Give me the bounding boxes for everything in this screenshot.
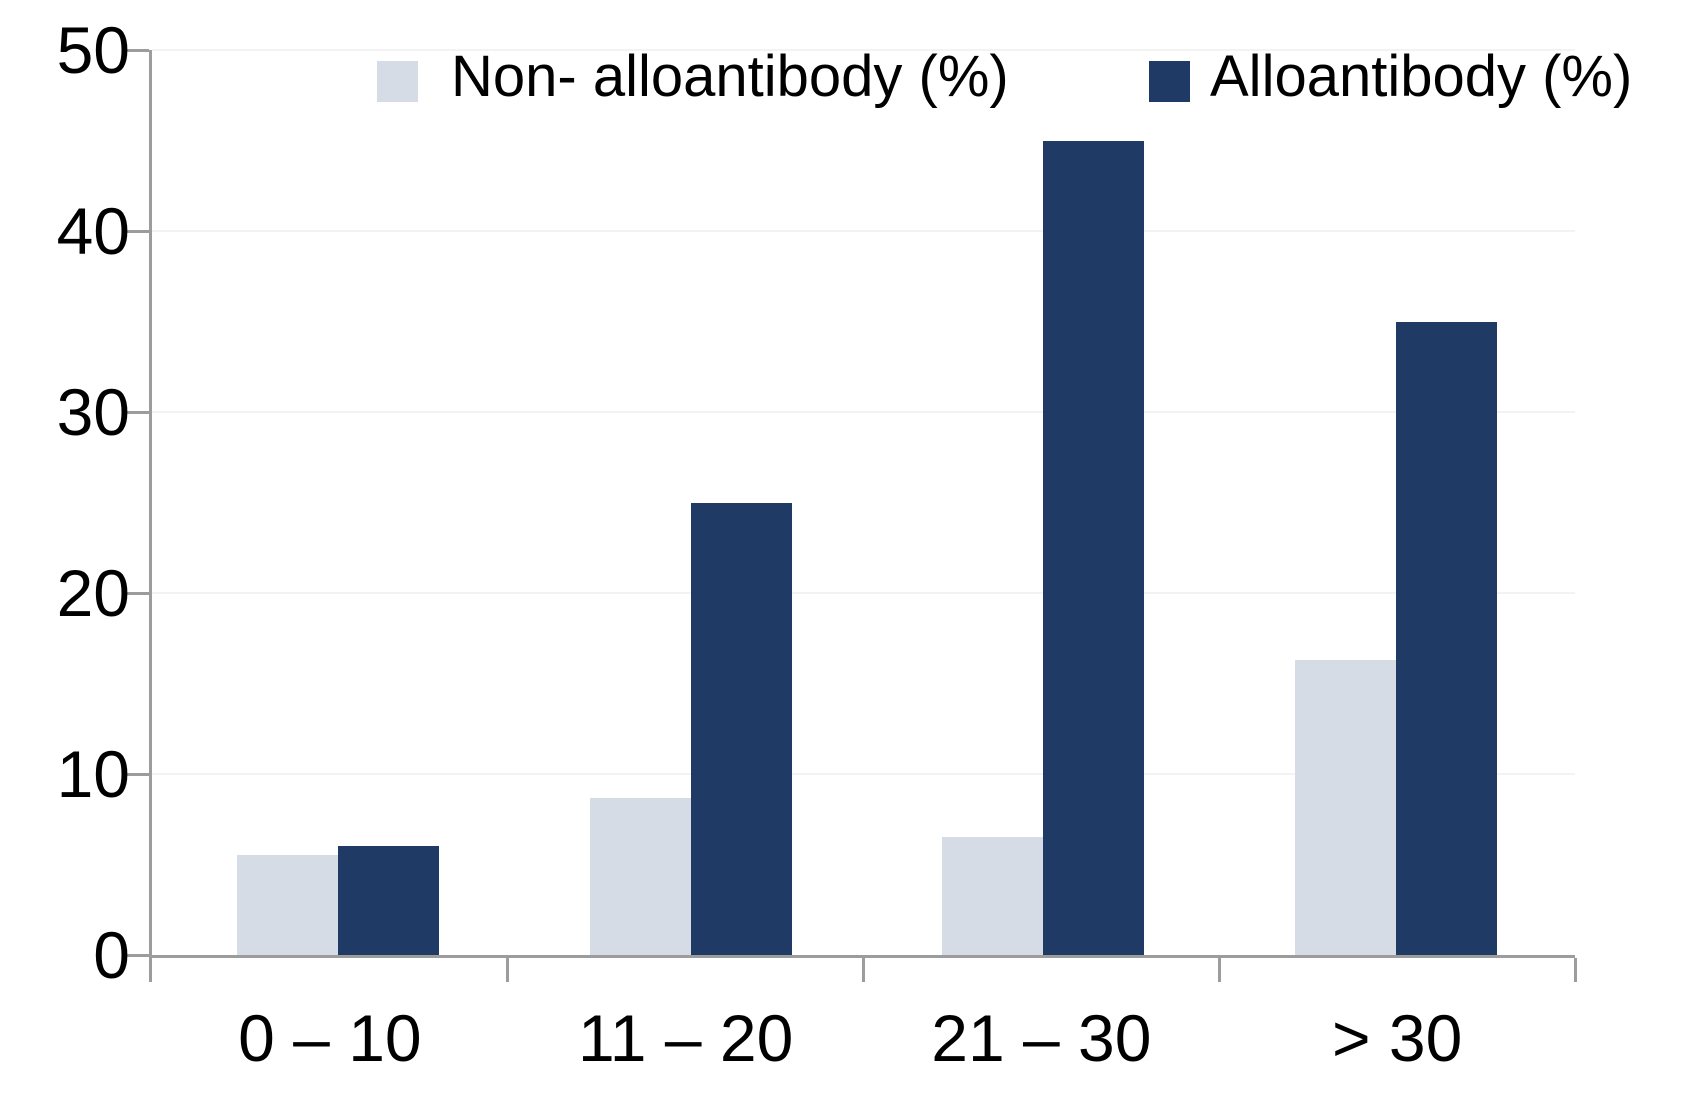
y-tick-label-30: 30 (56, 375, 130, 449)
x-axis-tick-3 (1217, 958, 1221, 982)
bar-alloantibody-2 (690, 502, 792, 955)
x-axis-tick-0 (149, 958, 152, 982)
legend-swatch-alloantibody (1149, 61, 1190, 102)
gridline-y-30 (152, 411, 1575, 413)
x-tick-label-2: 11 – 20 (577, 1001, 794, 1075)
y-axis-tick-10 (127, 773, 149, 776)
gridline-y-40 (152, 230, 1575, 232)
x-tick-label-4: > 30 (1331, 1001, 1463, 1075)
y-tick-label-40: 40 (56, 194, 130, 268)
y-tick-label-0: 0 (93, 918, 130, 992)
bar-non-alloantibody-4 (1295, 659, 1397, 955)
legend-label-alloantibody: Alloantibody (%) (1210, 44, 1633, 109)
x-axis-line (149, 955, 1575, 958)
bar-non-alloantibody-3 (942, 837, 1044, 955)
y-axis-tick-50 (127, 49, 149, 52)
bar-non-alloantibody-1 (237, 855, 338, 955)
bar-alloantibody-4 (1396, 321, 1498, 955)
x-axis-tick-4 (1573, 958, 1577, 982)
y-axis-tick-40 (127, 230, 149, 233)
bar-alloantibody-3 (1043, 140, 1145, 955)
legend-swatch-non-alloantibody (377, 61, 418, 102)
bar-alloantibody-1 (338, 846, 439, 955)
gridline-y-20 (152, 592, 1575, 594)
gridline-y-50 (152, 49, 1575, 51)
x-axis-tick-1 (506, 958, 510, 982)
legend-label-non-alloantibody: Non- alloantibody (%) (451, 44, 1009, 109)
plot-area (127, 49, 1577, 982)
y-axis-tick-0 (127, 954, 149, 957)
y-axis-tick-20 (127, 592, 149, 595)
y-axis-tick-30 (127, 411, 149, 414)
x-axis-tick-2 (862, 958, 865, 982)
x-tick-label-3: 21 – 30 (931, 1001, 1152, 1075)
y-tick-label-50: 50 (56, 13, 130, 87)
y-axis-line (149, 50, 152, 955)
y-tick-label-20: 20 (56, 556, 130, 630)
gridline-y-10 (152, 773, 1575, 775)
bar-non-alloantibody-2 (589, 797, 691, 955)
x-tick-label-1: 0 – 10 (238, 1001, 422, 1075)
y-tick-label-10: 10 (56, 737, 130, 811)
